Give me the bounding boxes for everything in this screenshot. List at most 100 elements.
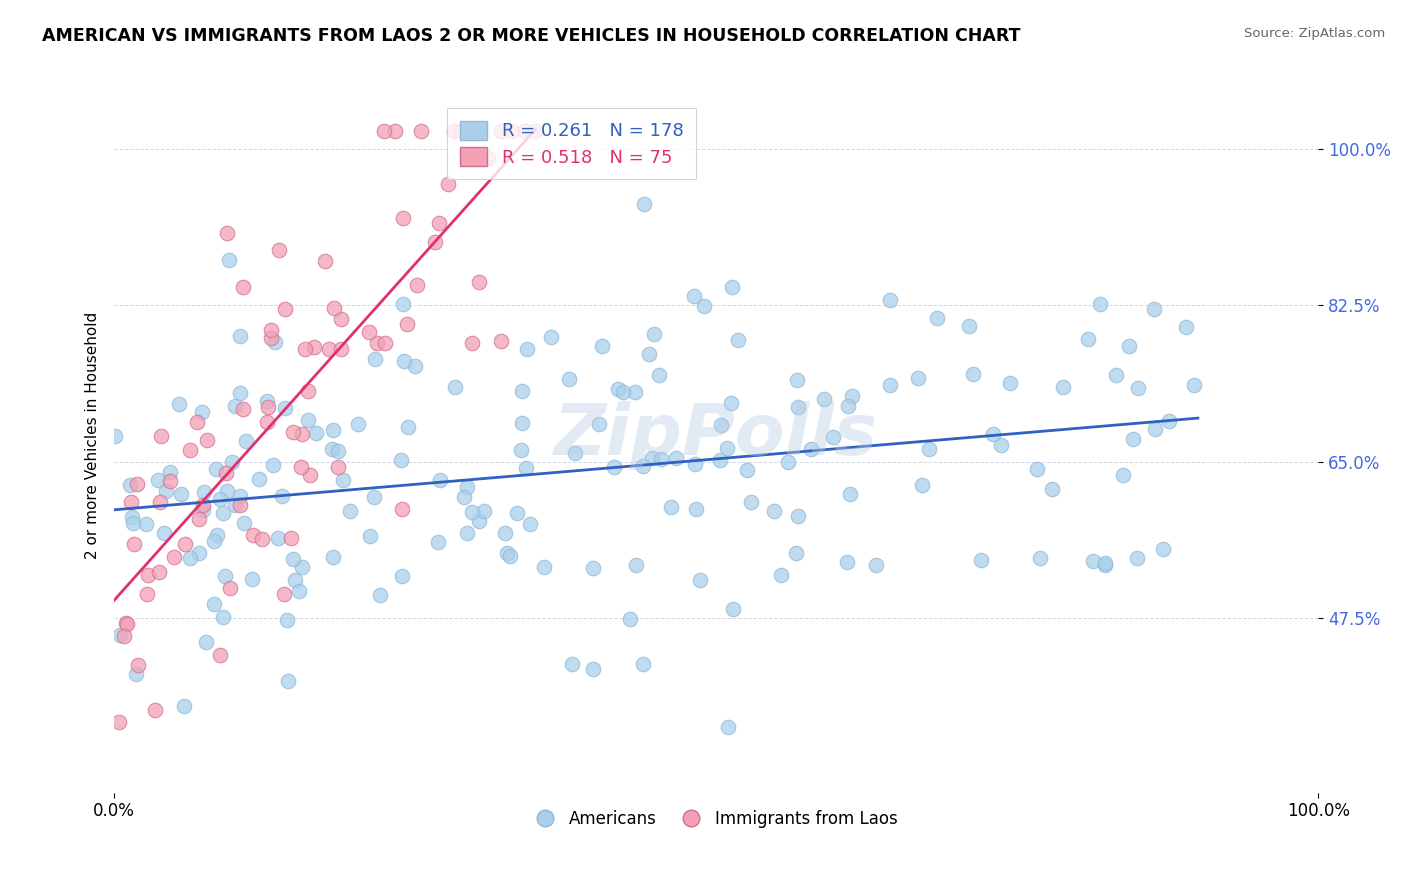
Point xyxy=(384,124,406,138)
Point xyxy=(720,396,742,410)
Point xyxy=(202,534,225,549)
Point xyxy=(717,721,740,735)
Point xyxy=(533,559,555,574)
Point xyxy=(214,466,236,480)
Point xyxy=(763,504,786,518)
Point xyxy=(326,460,349,475)
Point xyxy=(374,335,396,350)
Point xyxy=(173,537,195,551)
Point xyxy=(990,438,1012,452)
Point xyxy=(879,378,901,392)
Point xyxy=(346,417,368,431)
Point xyxy=(305,425,328,440)
Point xyxy=(229,490,252,504)
Point xyxy=(229,498,252,512)
Point xyxy=(332,473,354,487)
Point xyxy=(813,392,835,407)
Point xyxy=(146,473,169,487)
Point xyxy=(740,495,762,509)
Point xyxy=(510,384,533,398)
Point xyxy=(495,546,517,560)
Point xyxy=(366,336,388,351)
Point xyxy=(322,301,344,315)
Point xyxy=(136,568,159,582)
Point xyxy=(619,612,641,626)
Point xyxy=(121,516,143,530)
Point xyxy=(108,628,131,642)
Point xyxy=(391,211,413,226)
Point xyxy=(394,354,416,368)
Point xyxy=(115,616,138,631)
Point xyxy=(494,526,516,541)
Point xyxy=(1128,381,1150,395)
Point xyxy=(396,420,419,434)
Point xyxy=(212,609,235,624)
Point xyxy=(723,602,745,616)
Point xyxy=(256,415,278,429)
Point xyxy=(837,399,859,413)
Point xyxy=(970,553,993,567)
Point xyxy=(1094,558,1116,572)
Point xyxy=(159,474,181,488)
Point xyxy=(1174,320,1197,334)
Point xyxy=(294,343,316,357)
Point xyxy=(280,531,302,545)
Point xyxy=(108,715,131,730)
Point xyxy=(219,581,242,595)
Point xyxy=(1143,422,1166,436)
Point xyxy=(256,400,278,414)
Point xyxy=(510,442,533,457)
Point xyxy=(927,311,949,326)
Point xyxy=(191,405,214,419)
Point xyxy=(262,458,284,472)
Point xyxy=(290,460,312,475)
Point xyxy=(513,124,536,138)
Point xyxy=(624,385,647,400)
Point xyxy=(217,226,239,240)
Point xyxy=(218,253,240,268)
Point xyxy=(456,525,478,540)
Point xyxy=(284,573,307,587)
Text: ZipPolls: ZipPolls xyxy=(554,401,879,469)
Point xyxy=(643,326,665,341)
Point xyxy=(314,253,336,268)
Point xyxy=(506,506,529,520)
Point xyxy=(631,657,654,672)
Point xyxy=(121,510,143,524)
Point xyxy=(998,376,1021,390)
Point xyxy=(516,343,538,357)
Point xyxy=(229,329,252,343)
Point xyxy=(456,480,478,494)
Point xyxy=(256,394,278,409)
Point xyxy=(127,658,149,673)
Point xyxy=(103,429,125,443)
Point xyxy=(423,235,446,249)
Point xyxy=(115,616,138,631)
Point xyxy=(727,333,749,347)
Point xyxy=(489,124,512,138)
Point xyxy=(321,442,343,457)
Point xyxy=(267,243,290,257)
Point xyxy=(267,531,290,545)
Point xyxy=(957,318,980,333)
Point xyxy=(1125,551,1147,566)
Point xyxy=(135,517,157,532)
Point xyxy=(214,569,236,583)
Point xyxy=(429,473,451,487)
Point xyxy=(339,504,361,518)
Point xyxy=(603,460,626,475)
Point xyxy=(468,514,491,528)
Point xyxy=(229,385,252,400)
Point xyxy=(224,399,246,413)
Point xyxy=(149,495,172,509)
Point xyxy=(359,529,381,543)
Point xyxy=(277,673,299,688)
Point xyxy=(357,325,380,339)
Point xyxy=(498,549,520,563)
Point xyxy=(187,512,209,526)
Point xyxy=(291,560,314,574)
Point xyxy=(145,703,167,717)
Point xyxy=(865,558,887,573)
Point xyxy=(835,555,858,569)
Point xyxy=(710,418,733,433)
